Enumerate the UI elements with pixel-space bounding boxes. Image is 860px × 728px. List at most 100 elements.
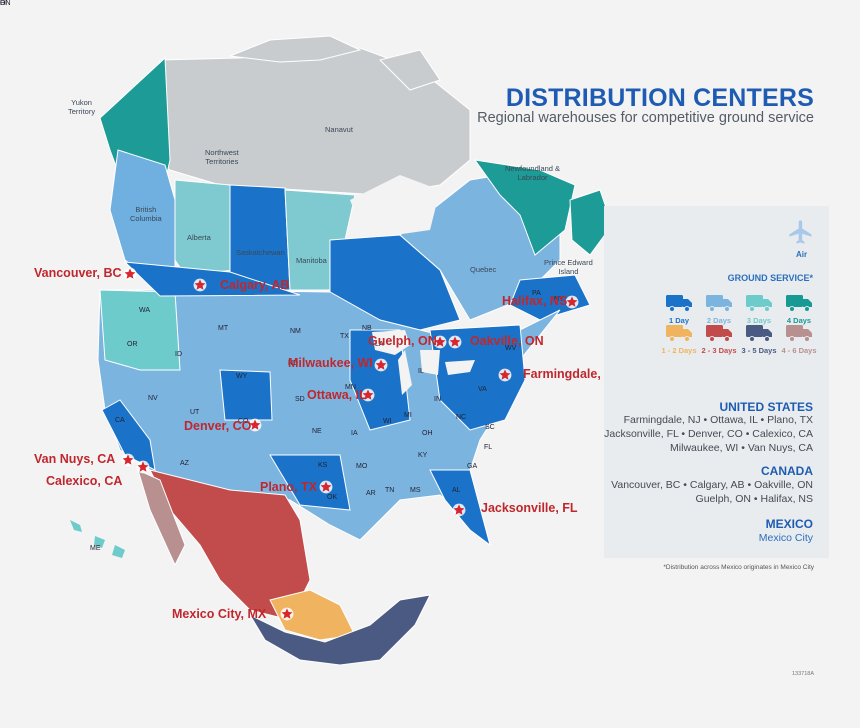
city-label[interactable]: Vancouver, BC [34, 266, 122, 280]
city-star-icon[interactable] [248, 418, 262, 432]
state-label-tx: TX [340, 333, 349, 340]
truck-legend-item: 4 Days [784, 294, 814, 325]
truck-icon [666, 325, 692, 342]
state-label-mt: MT [218, 325, 229, 332]
region-alberta [174, 179, 236, 276]
region-sask [229, 184, 291, 291]
canada-line-1: Vancouver, BC • Calgary, AB • Oakville, … [611, 479, 813, 491]
state-label-nc: NC [456, 414, 467, 421]
region-mexico-south [248, 594, 431, 666]
city-star-icon[interactable] [280, 607, 294, 621]
state-label-ca: CA [115, 417, 125, 424]
hudson-bay [350, 175, 440, 235]
region-1day-western-canada [123, 261, 301, 297]
city-star-icon[interactable] [123, 267, 137, 281]
state-label-az: AZ [180, 460, 189, 467]
region-1day-northeast [429, 324, 526, 431]
truck-icon [786, 295, 812, 312]
city-star-icon[interactable] [433, 335, 447, 349]
city-star-icon[interactable] [452, 503, 466, 517]
truck-row-1: 1 Day 2 Days 3 Days 4 Days [664, 294, 814, 325]
state-label-ut: UT [190, 409, 200, 416]
city-star-icon[interactable] [121, 453, 135, 467]
canada-heading: CANADA [761, 464, 813, 478]
legend-panel: Air GROUND SERVICE* 1 Day 2 Days 3 Days 4 D… [604, 206, 829, 558]
truck-label: 2 - 3 Days [701, 346, 737, 355]
state-label-ky: KY [418, 452, 428, 459]
city-star-icon[interactable] [361, 388, 375, 402]
state-label-co: CO [238, 418, 249, 425]
region-label-sask: Saskatchewan [236, 248, 285, 257]
city-label[interactable]: Ottawa, IL [307, 388, 367, 402]
canada-line-2: Guelph, ON • Halifax, NS [695, 493, 813, 505]
city-star-icon[interactable] [448, 335, 462, 349]
air-label: Air [796, 250, 808, 259]
city-label[interactable]: Denver, CO [184, 419, 252, 433]
truck-legend-item: 3 - 5 Days [741, 324, 777, 355]
state-label-il: IL [418, 368, 424, 375]
state-label-nv: NV [148, 395, 158, 402]
ground-service-title: GROUND SERVICE* [727, 273, 813, 283]
city-star-icon[interactable] [319, 480, 333, 494]
region-label-nunavut: Nanavut [325, 125, 353, 134]
region-pacific-nw [99, 289, 181, 371]
state-label-hi: HI [0, 0, 7, 7]
region-arctic-islands [229, 35, 441, 91]
city-star-icon[interactable] [498, 368, 512, 382]
city-star-icon[interactable] [374, 358, 388, 372]
truck-label: 1 Day [668, 316, 689, 325]
state-label-ok: OK [327, 494, 338, 501]
truck-label: 2 Days [706, 316, 732, 325]
city-label[interactable]: Calgary, AB [220, 278, 290, 292]
truck-label: 4 Days [786, 316, 812, 325]
city-label[interactable]: Mexico City, MX [172, 607, 267, 621]
truck-legend-item: 2 - 3 Days [701, 324, 737, 355]
state-label-ny: NY [554, 296, 564, 303]
city-star-icon[interactable] [136, 460, 150, 474]
city-label[interactable]: Milwaukee, WI [288, 356, 373, 370]
truck-legend-item: 2 Days [704, 294, 734, 325]
truck-label: 1 - 2 Days [661, 346, 697, 355]
airplane-icon [789, 220, 812, 244]
state-label-id: ID [175, 351, 182, 358]
state-label-ia: IA [351, 430, 358, 437]
city-label[interactable]: Jacksonville, FL [481, 501, 578, 515]
footnote: *Distribution across Mexico originates i… [663, 564, 814, 571]
state-label-pa: PA [532, 290, 541, 297]
truck-row-2: 1 - 2 Days 2 - 3 Days 3 - 5 Days 4 - 6 Days [661, 324, 817, 355]
region-newfoundland [569, 189, 613, 256]
image-code: 133718A [791, 671, 814, 677]
region-label-manitoba: Manitoba [296, 256, 327, 265]
city-label[interactable]: Van Nuys, CA [34, 452, 116, 466]
truck-icon [706, 325, 732, 342]
truck-legend-item: 1 Day [664, 294, 694, 325]
state-label-me: ME [90, 545, 101, 552]
state-label-nb: NB [362, 325, 372, 332]
city-star-icon[interactable] [193, 278, 207, 292]
region-label-pei: Prince Edward Island [544, 258, 593, 276]
region-1day-ca [101, 399, 156, 471]
state-label-wa: WA [139, 307, 151, 314]
state-label-mo: MO [356, 463, 368, 470]
state-label-wy: WY [236, 373, 248, 380]
city-label[interactable]: Oakville, ON [470, 334, 544, 348]
truck-icon [666, 295, 692, 312]
city-label[interactable]: Guelph, ON [368, 334, 437, 348]
state-label-nm: NM [290, 328, 301, 335]
state-label-on: ON [0, 0, 11, 7]
city-label[interactable]: Plano, TX [260, 480, 317, 494]
region-hawaii [70, 520, 125, 558]
state-label-ar: AR [366, 490, 376, 497]
state-label-wi: WI [383, 418, 392, 425]
truck-label: 3 - 5 Days [741, 346, 777, 355]
region-baja [137, 469, 186, 567]
state-label-ne: NE [312, 428, 322, 435]
state-label-va: VA [478, 386, 487, 393]
city-label[interactable]: Farmingdale, NJ [523, 367, 621, 381]
city-label[interactable]: Halifax, NS [502, 294, 568, 308]
state-label-nd: ND [288, 360, 299, 367]
city-star-icon[interactable] [565, 295, 579, 309]
city-label[interactable]: Calexico, CA [46, 474, 123, 488]
